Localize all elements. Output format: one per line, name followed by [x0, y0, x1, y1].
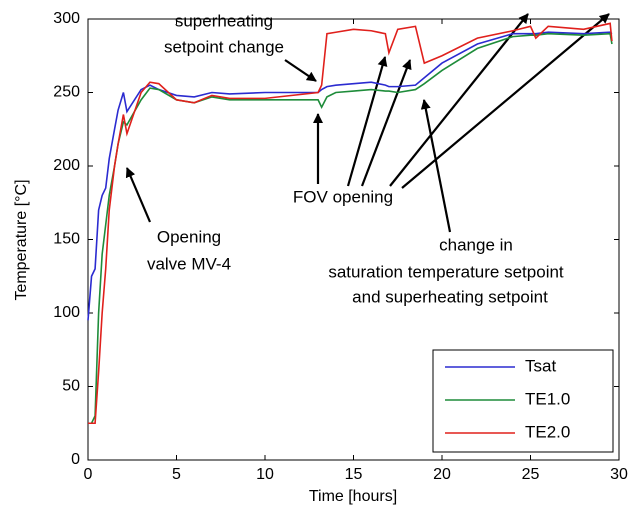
- annotation: superheating: [175, 11, 273, 30]
- arrow: [389, 13, 529, 187]
- annotation: saturation temperature setpoint: [328, 262, 564, 281]
- annotation: change in: [439, 235, 513, 254]
- annotation: FOV opening: [293, 187, 393, 206]
- x-tick-label: 5: [172, 466, 181, 483]
- series-line: [88, 22, 613, 425]
- legend-box: [432, 349, 614, 453]
- arrow: [346, 56, 388, 187]
- series-line: [88, 32, 613, 425]
- arrow: [420, 99, 452, 233]
- arrows: [125, 13, 610, 233]
- legend-label: Tsat: [525, 356, 556, 375]
- annotation: and superheating setpoint: [352, 287, 548, 306]
- annotation: Opening: [157, 227, 221, 246]
- x-tick-label: 25: [522, 466, 540, 483]
- y-tick-label: 300: [53, 10, 80, 27]
- arrow: [284, 59, 317, 82]
- y-tick-label: 0: [71, 451, 80, 468]
- x-tick-label: 20: [433, 466, 451, 483]
- y-tick-label: 50: [62, 378, 80, 395]
- legend-label: TE2.0: [525, 422, 570, 441]
- x-axis-label: Time [hours]: [309, 488, 397, 505]
- annotation: valve MV-4: [147, 254, 231, 273]
- annotation: setpoint change: [164, 37, 284, 56]
- y-tick-label: 250: [53, 84, 80, 101]
- x-tick-label: 15: [345, 466, 363, 483]
- y-tick-label: 100: [53, 304, 80, 321]
- y-tick-label: 200: [53, 157, 80, 174]
- arrow: [401, 13, 610, 189]
- x-tick-label: 10: [256, 466, 274, 483]
- arrow: [125, 167, 152, 223]
- y-tick-label: 150: [53, 231, 80, 248]
- y-axis-label: Temperature [°C]: [13, 179, 30, 300]
- x-tick-label: 30: [610, 466, 628, 483]
- x-tick-label: 0: [84, 466, 93, 483]
- legend-label: TE1.0: [525, 389, 570, 408]
- arrow: [360, 59, 412, 187]
